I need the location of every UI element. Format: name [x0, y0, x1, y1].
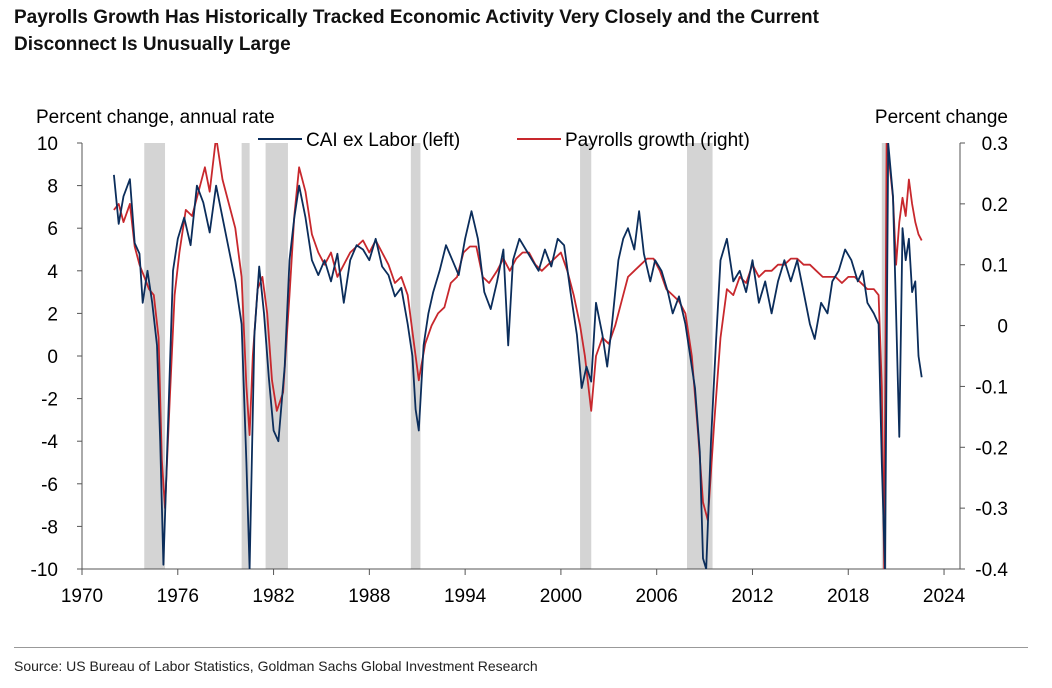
- left-y-tick-label: 6: [47, 219, 58, 240]
- recession-band-0: [144, 143, 166, 569]
- chart-title-line-1: Payrolls Growth Has Historically Tracked…: [14, 7, 819, 28]
- left-y-tick-label: 4: [47, 262, 58, 283]
- legend: CAI ex Labor (left) Payrolls growth (rig…: [258, 130, 750, 151]
- right-axis-title: Percent change: [875, 107, 1008, 128]
- legend-label-payrolls: Payrolls growth (right): [565, 130, 750, 151]
- left-y-tick-label: 10: [37, 134, 58, 155]
- right-y-tick-label: -0.2: [975, 438, 1008, 459]
- x-tick-label: 1994: [444, 586, 487, 607]
- right-y-tick-label: -0.1: [975, 377, 1008, 398]
- right-y-tick-label: 0: [997, 317, 1008, 338]
- chart-title: Payrolls Growth Has Historically Tracked…: [14, 4, 1014, 58]
- series-line-payrolls-growth: [113, 143, 923, 569]
- left-axis-title: Percent change, annual rate: [36, 107, 275, 128]
- x-tick-label: 1988: [348, 586, 390, 607]
- recession-band-6: [881, 143, 887, 569]
- right-y-tick-label: -0.3: [975, 499, 1008, 520]
- series-lines: [113, 143, 923, 569]
- left-y-tick-label: -6: [41, 475, 58, 496]
- x-tick-label: 1976: [157, 586, 199, 607]
- x-tick-label: 2000: [540, 586, 582, 607]
- right-y-tick-label: 0.3: [982, 134, 1008, 155]
- x-tick-label: 2012: [731, 586, 773, 607]
- source-note: Source: US Bureau of Labor Statistics, G…: [14, 658, 538, 674]
- x-tick-label: 2018: [827, 586, 869, 607]
- left-y-tick-label: -4: [41, 432, 58, 453]
- recession-band-2: [265, 143, 288, 569]
- x-tick-label: 2006: [636, 586, 678, 607]
- x-tick-label: 2024: [923, 586, 966, 607]
- right-y-tick-label: 0.2: [982, 195, 1008, 216]
- left-y-tick-label: -8: [41, 517, 58, 538]
- x-tick-label: 1970: [61, 586, 103, 607]
- legend-label-cai: CAI ex Labor (left): [306, 130, 460, 151]
- series-line-cai-ex-labor: [113, 143, 923, 569]
- recession-bands: [144, 143, 887, 569]
- chart-title-line-2: Disconnect Is Unusually Large: [14, 34, 291, 55]
- left-y-tick-label: -10: [31, 560, 58, 581]
- left-y-tick-label: 2: [47, 304, 58, 325]
- left-y-tick-label: -2: [41, 390, 58, 411]
- chart-plot: 1970 1976 1982 1988 1994 2000 2006 2012 2018 2024…: [31, 107, 1009, 607]
- axis-ticks: 1970 1976 1982 1988 1994 2000 2006 2012 2018 2024…: [31, 134, 1009, 607]
- source-divider: [14, 647, 1028, 648]
- x-tick-label: 1982: [252, 586, 294, 607]
- right-y-tick-label: -0.4: [975, 560, 1008, 581]
- left-y-tick-label: 8: [47, 177, 58, 198]
- left-y-tick-label: 0: [47, 347, 58, 368]
- right-y-tick-label: 0.1: [982, 256, 1008, 277]
